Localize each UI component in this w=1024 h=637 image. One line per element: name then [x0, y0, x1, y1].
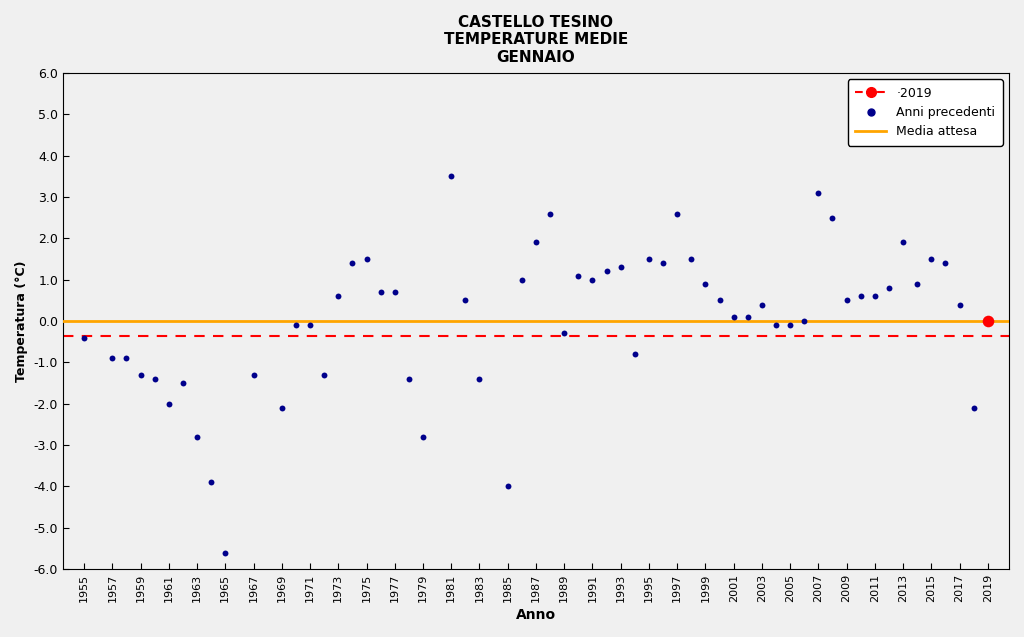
- Point: [683, 254, 699, 264]
- Point: [712, 296, 728, 306]
- Point: [937, 258, 953, 268]
- Point: [697, 279, 714, 289]
- Point: [500, 482, 516, 492]
- Point: [612, 262, 629, 273]
- Point: [895, 238, 911, 248]
- Point: [627, 349, 643, 359]
- Point: [471, 374, 487, 384]
- Legend: ·2019, Anni precedenti, Media attesa: ·2019, Anni precedenti, Media attesa: [848, 79, 1002, 146]
- Point: [585, 275, 601, 285]
- Point: [768, 320, 784, 331]
- Point: [175, 378, 191, 388]
- Point: [386, 287, 402, 297]
- Point: [273, 403, 290, 413]
- Point: [514, 275, 530, 285]
- Point: [924, 254, 940, 264]
- Point: [951, 299, 968, 310]
- Y-axis label: Temperatura (°C): Temperatura (°C): [15, 261, 28, 382]
- Point: [725, 312, 741, 322]
- Point: [556, 328, 572, 338]
- Point: [655, 258, 672, 268]
- Point: [400, 374, 417, 384]
- Point: [344, 258, 360, 268]
- Point: [443, 171, 460, 182]
- Point: [203, 477, 219, 487]
- Point: [824, 213, 841, 223]
- Point: [754, 299, 770, 310]
- Point: [457, 296, 473, 306]
- Point: [76, 333, 92, 343]
- Point: [866, 291, 883, 301]
- Point: [909, 279, 926, 289]
- Point: [330, 291, 346, 301]
- Point: [598, 266, 614, 276]
- Point: [527, 238, 544, 248]
- Point: [415, 432, 431, 442]
- Point: [881, 283, 897, 293]
- Point: [839, 296, 855, 306]
- Point: [810, 188, 826, 198]
- Point: [542, 208, 558, 218]
- X-axis label: Anno: Anno: [516, 608, 556, 622]
- Point: [641, 254, 657, 264]
- Point: [669, 208, 685, 218]
- Point: [316, 369, 333, 380]
- Point: [358, 254, 375, 264]
- Point: [739, 312, 756, 322]
- Point: [796, 316, 812, 326]
- Point: [146, 374, 163, 384]
- Point: [966, 403, 982, 413]
- Point: [118, 353, 134, 363]
- Point: [188, 432, 205, 442]
- Point: [104, 353, 121, 363]
- Point: [246, 369, 262, 380]
- Point: [782, 320, 799, 331]
- Point: [288, 320, 304, 331]
- Point: [302, 320, 318, 331]
- Title: CASTELLO TESINO
TEMPERATURE MEDIE
GENNAIO: CASTELLO TESINO TEMPERATURE MEDIE GENNAI…: [443, 15, 628, 65]
- Point: [980, 316, 996, 326]
- Point: [853, 291, 869, 301]
- Point: [132, 369, 148, 380]
- Point: [217, 548, 233, 558]
- Point: [161, 399, 177, 409]
- Point: [373, 287, 389, 297]
- Point: [570, 271, 587, 281]
